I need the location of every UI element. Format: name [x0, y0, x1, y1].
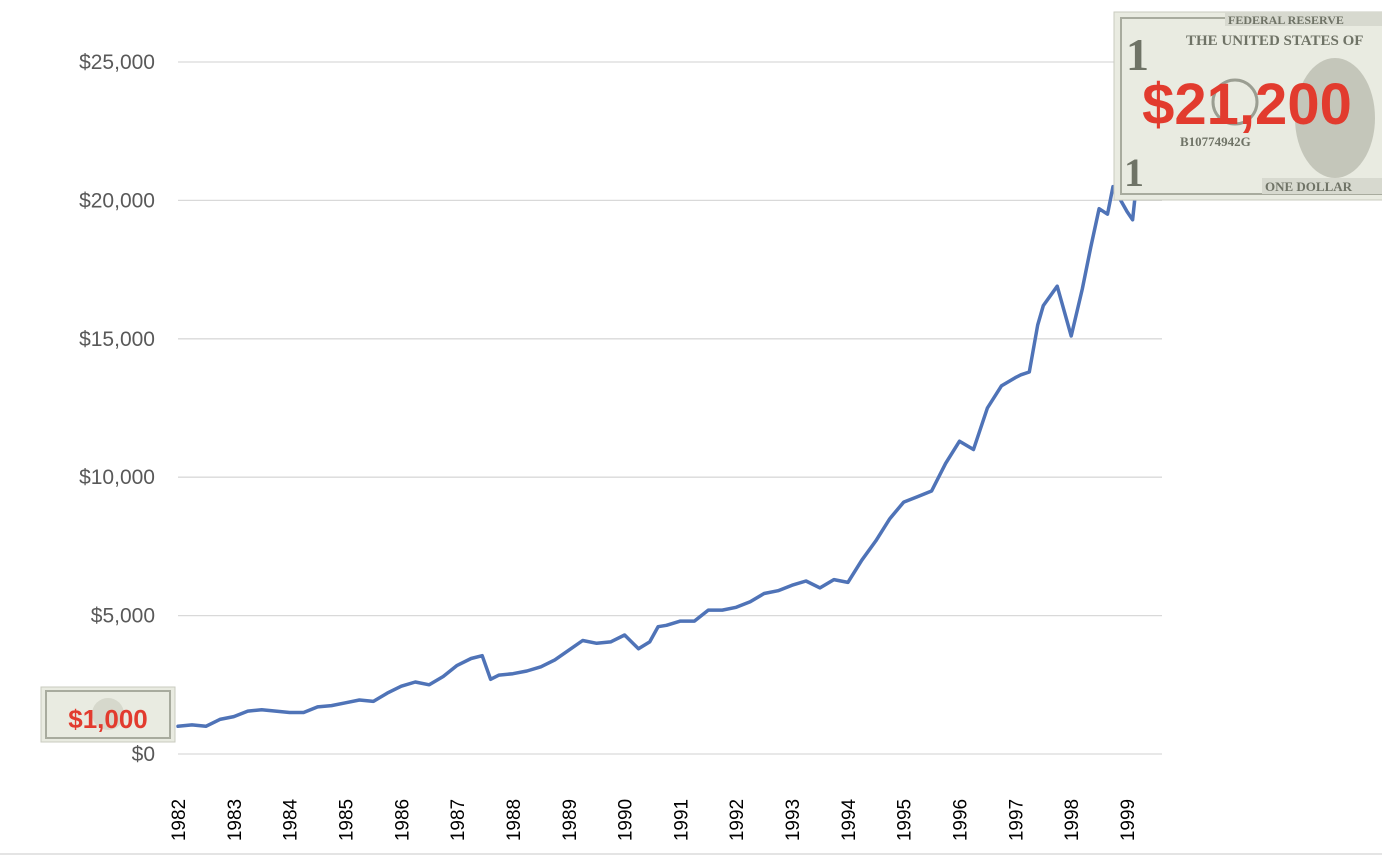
- bottom-divider: [0, 853, 1382, 855]
- x-tick-label: 1998: [1062, 799, 1083, 841]
- x-tick-label: 1994: [839, 798, 860, 841]
- x-tick-label: 1996: [951, 799, 972, 841]
- x-tick-label: 1999: [1118, 799, 1139, 841]
- gridlines: [178, 61, 1162, 755]
- x-tick-label: 1986: [392, 799, 413, 841]
- x-tick-label: 1989: [560, 799, 581, 841]
- start-dollar-bill: $1,000: [40, 686, 176, 743]
- y-tick-label: $10,000: [79, 466, 155, 489]
- y-tick-label: $20,000: [79, 189, 155, 212]
- x-tick-label: 1990: [616, 799, 637, 841]
- x-tick-label: 1985: [336, 799, 357, 841]
- x-tick-label: 1995: [895, 799, 916, 841]
- x-tick-label: 1991: [671, 799, 692, 841]
- start-value-label: $1,000: [68, 704, 148, 734]
- end-value-label: $21,200: [1142, 72, 1352, 137]
- seal-icon: [1211, 78, 1259, 126]
- x-tick-label: 1987: [448, 799, 469, 841]
- x-tick-label: 1997: [1006, 799, 1027, 841]
- y-axis-ticks: $0 $5,000 $10,000 $15,000 $20,000 $25,000: [79, 51, 155, 766]
- bill-bottom-text: ONE DOLLAR: [1265, 179, 1353, 194]
- svg-text:1: 1: [1126, 29, 1149, 80]
- bill-main-text: THE UNITED STATES OF: [1186, 33, 1363, 49]
- x-tick-label: 1982: [169, 799, 190, 841]
- x-tick-label: 1984: [281, 798, 302, 841]
- x-tick-label: 1992: [727, 799, 748, 841]
- svg-text:1: 1: [1124, 150, 1144, 195]
- x-axis-ticks: 1982 1983 1984 1985 1986 1987 1988 1989 1990 1991…: [169, 798, 1139, 841]
- y-tick-label: $15,000: [79, 328, 155, 351]
- x-tick-label: 1988: [504, 799, 525, 841]
- bill-top-text: FEDERAL RESERVE: [1228, 13, 1344, 27]
- end-dollar-bill: FEDERAL RESERVE THE UNITED STATES OF 1 1…: [1113, 11, 1382, 201]
- y-tick-label: $25,000: [79, 51, 155, 74]
- bill-serial: B10774942G: [1180, 134, 1251, 149]
- y-tick-label: $5,000: [91, 605, 155, 628]
- portrait-icon: [1295, 58, 1375, 178]
- x-tick-label: 1983: [225, 799, 246, 841]
- y-tick-label: $0: [132, 743, 155, 766]
- x-tick-label: 1993: [783, 799, 804, 841]
- series-line: [176, 165, 1166, 729]
